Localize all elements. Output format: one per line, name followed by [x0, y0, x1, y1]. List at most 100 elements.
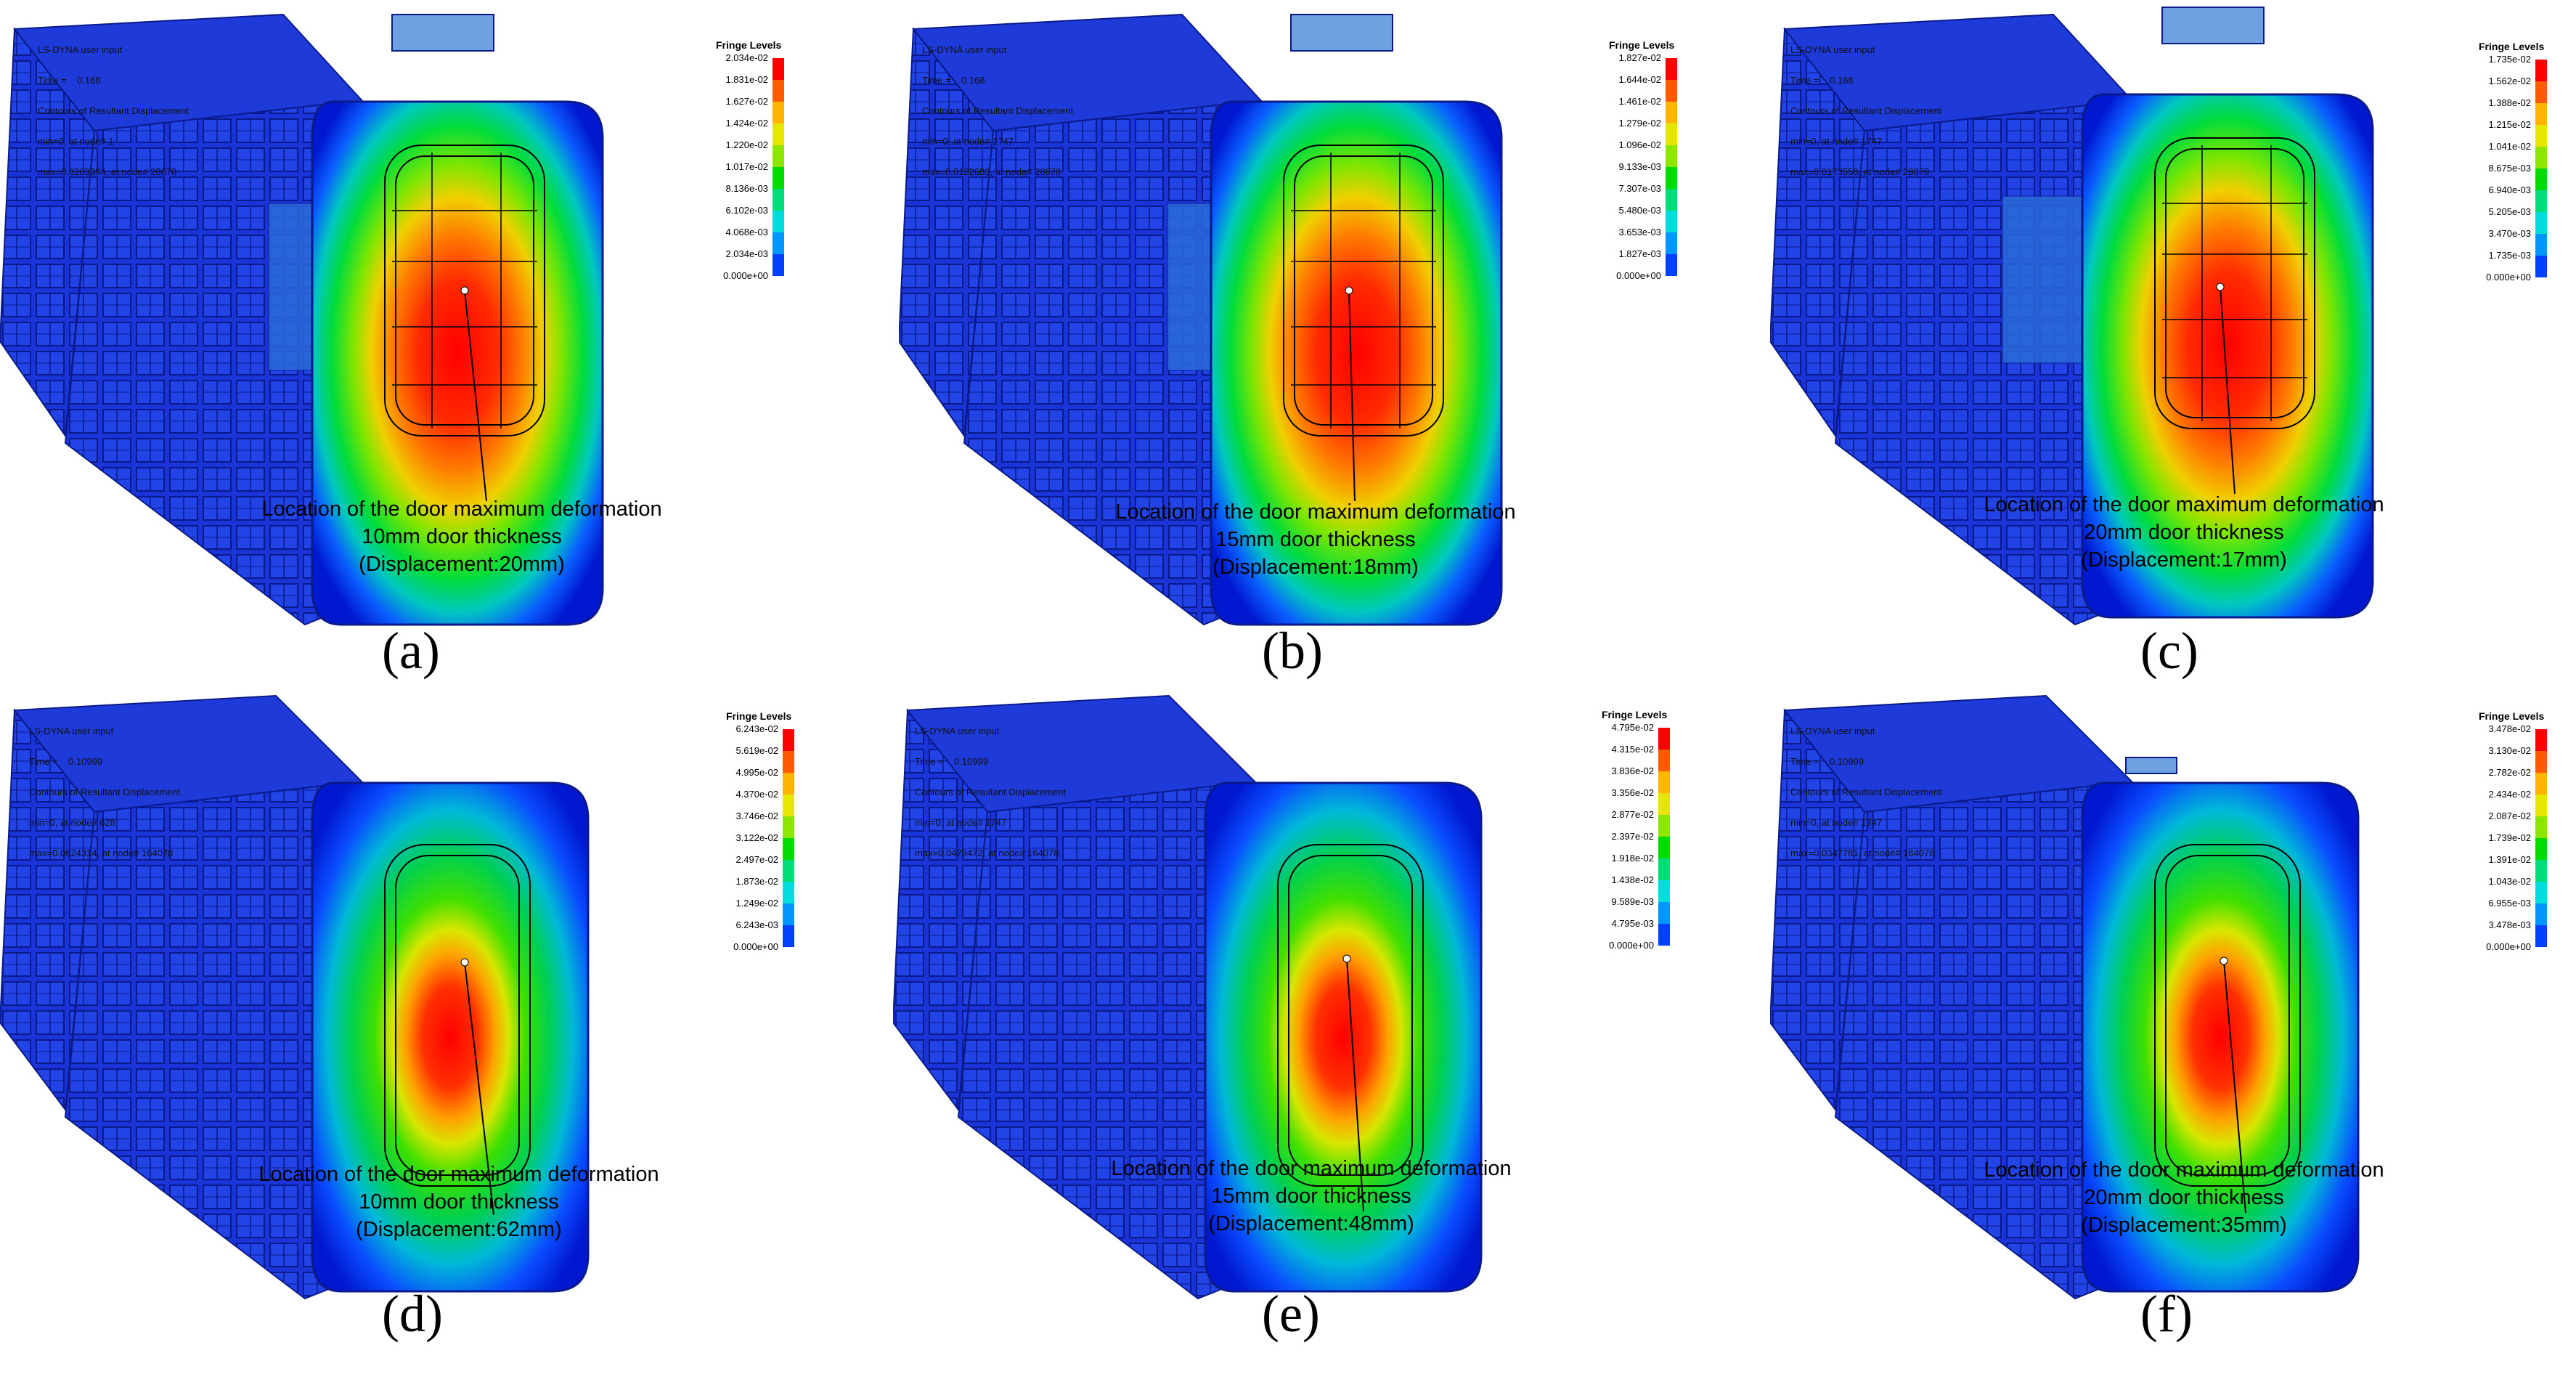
fringe-color-swatch	[1666, 58, 1677, 80]
fringe-value: 9.589e-03	[1611, 896, 1654, 907]
fringe-color-swatch	[1666, 211, 1677, 232]
fringe-color-swatch	[1666, 80, 1677, 102]
fringe-color-swatch	[2535, 925, 2547, 947]
fringe-title: Fringe Levels	[726, 710, 792, 722]
fringe-value: 3.746e-02	[735, 811, 778, 821]
fringe-color-swatch	[2535, 190, 2547, 212]
header-line: Time = 0.168	[922, 75, 985, 86]
fringe-color-swatch	[783, 795, 794, 816]
fringe-list: 6.243e-02 5.619e-02 4.995e-02 4.370e-02 3.74…	[713, 723, 800, 963]
fringe-value: 0.000e+00	[2486, 941, 2531, 952]
panel-d: LS-DYNA user input Time = 0.10999 Contou…	[0, 688, 858, 1377]
fringe-color-swatch	[1658, 793, 1670, 815]
fringe-value: 3.836e-02	[1611, 765, 1654, 776]
header-line: Contours of Resultant Displacement	[915, 787, 1067, 797]
header-line: min=0, at node# 1747	[1790, 817, 1883, 828]
caption-line: (Displacement:48mm)	[1208, 1212, 1414, 1235]
model-header: LS-DYNA user input Time = 0.10999 Contou…	[1790, 706, 1941, 879]
fringe-value: 3.478e-02	[2488, 723, 2531, 734]
fringe-value: 1.041e-02	[2488, 141, 2531, 152]
fringe-color-swatch	[1658, 902, 1670, 924]
header-line: max=0.0347781, at node# 164078	[1790, 848, 1935, 858]
fea-model-render	[0, 13, 604, 626]
fringe-value: 1.279e-02	[1618, 118, 1661, 129]
fringe-color-swatch	[2535, 816, 2547, 838]
caption: Location of the door maximum deformation…	[1923, 1156, 2445, 1239]
header-line: LS-DYNA user input	[1790, 44, 1875, 55]
header-line: LS-DYNA user input	[922, 44, 1007, 55]
fringe-value: 5.205e-03	[2488, 206, 2531, 217]
caption: Location of the door maximum deformation…	[200, 495, 723, 578]
fringe-color-swatch	[773, 145, 784, 167]
fringe-value: 2.397e-02	[1611, 831, 1654, 842]
fringe-color-swatch	[1658, 924, 1670, 946]
fringe-value: 6.955e-03	[2488, 898, 2531, 909]
fringe-value: 1.438e-02	[1611, 874, 1654, 885]
fringe-color-swatch	[2535, 838, 2547, 860]
fringe-color-swatch	[783, 925, 794, 947]
fringe-color-swatch	[1658, 858, 1670, 880]
fea-model-render	[893, 694, 1483, 1300]
model-header: LS-DYNA user input Time = 0.168 Contours…	[1790, 25, 1941, 198]
fringe-value: 1.644e-02	[1618, 74, 1661, 85]
caption-line: Location of the door maximum deformation	[1984, 1158, 2384, 1182]
caption: Location of the door maximum deformation…	[1054, 498, 1577, 581]
caption-line: Location of the door maximum deformation	[1111, 1157, 1512, 1180]
fringe-legend: Fringe Levels 1.827e-02 1.644e-02 1.461e-0…	[1596, 39, 1683, 292]
caption-line: (Displacement:20mm)	[359, 553, 565, 576]
header-line: max=0.0479472, at node# 164078	[915, 848, 1059, 858]
fringe-color-swatch	[783, 860, 794, 882]
header-line: Contours of Resultant Displacement	[1790, 787, 1942, 797]
model-header: LS-DYNA user input Time = 0.168 Contours…	[38, 25, 189, 198]
fringe-value: 3.130e-02	[2488, 745, 2531, 756]
fringe-value: 1.043e-02	[2488, 876, 2531, 887]
caption-line: Location of the door maximum deformation	[258, 1163, 659, 1186]
fringe-color-swatch	[773, 254, 784, 276]
caption-line: 20mm door thickness	[2084, 521, 2284, 544]
panel-label: (a)	[382, 622, 440, 680]
fringe-title: Fringe Levels	[716, 39, 782, 51]
fringe-value: 3.470e-03	[2488, 228, 2531, 239]
caption-line: (Displacement:17mm)	[2081, 548, 2287, 572]
fringe-color-swatch	[2535, 729, 2547, 751]
fringe-list: 3.478e-02 3.130e-02 2.782e-02 2.434e-02 2.08…	[2466, 723, 2553, 963]
header-line: min=0, at node# 1747	[922, 136, 1014, 147]
fringe-color-swatch	[1666, 102, 1677, 123]
fringe-list: 4.795e-02 4.315e-02 3.836e-02 3.356e-02 2.87…	[1589, 722, 1676, 962]
fringe-color-swatch	[1666, 167, 1677, 189]
fea-model-render	[1770, 7, 2374, 626]
fringe-value: 0.000e+00	[2486, 272, 2531, 283]
fringe-color-swatch	[783, 751, 794, 773]
fringe-value: 2.497e-02	[735, 854, 778, 865]
header-line: LS-DYNA user input	[1790, 726, 1875, 736]
fringe-color-swatch	[1666, 232, 1677, 254]
fringe-legend: Fringe Levels 4.795e-02 4.315e-02 3.836e-0…	[1589, 709, 1676, 962]
header-line: max=0.0203394, at node# 28678	[38, 166, 177, 177]
header-line: max=0.0173558, at node# 28678	[1790, 166, 1930, 177]
fringe-list: 1.827e-02 1.644e-02 1.461e-02 1.279e-02 1.09…	[1596, 52, 1683, 292]
panel-e: LS-DYNA user input Time = 0.10999 Contou…	[893, 688, 1751, 1377]
model-header: LS-DYNA user input Time = 0.10999 Contou…	[29, 706, 180, 879]
fringe-color-swatch	[773, 167, 784, 189]
fringe-color-swatch	[1666, 254, 1677, 276]
header-line: max=0.0182683, at node# 28678	[922, 166, 1061, 177]
header-line: min=0, at node# 1747	[1790, 136, 1883, 147]
fringe-legend: Fringe Levels 6.243e-02 5.619e-02 4.995e-0…	[713, 710, 800, 963]
model-header: LS-DYNA user input Time = 0.10999 Contou…	[915, 706, 1066, 879]
caption-line: Location of the door maximum deformation	[1984, 493, 2384, 516]
fringe-value: 2.034e-02	[725, 52, 768, 63]
fringe-value: 1.918e-02	[1611, 853, 1654, 864]
caption: Location of the door maximum deformation…	[1050, 1155, 1573, 1238]
fringe-value: 6.102e-03	[725, 205, 768, 216]
fringe-value: 1.831e-02	[725, 74, 768, 85]
header-line: min=0, at node# 628	[29, 817, 115, 828]
fringe-color-swatch	[2535, 751, 2547, 773]
fringe-value: 4.315e-02	[1611, 744, 1654, 755]
caption-line: (Displacement:18mm)	[1212, 556, 1419, 579]
fea-model-render	[0, 694, 590, 1300]
fringe-value: 1.627e-02	[725, 96, 768, 107]
fringe-value: 4.068e-03	[725, 227, 768, 237]
fringe-color-swatch	[773, 211, 784, 232]
fringe-value: 1.735e-03	[2488, 250, 2531, 261]
fringe-value: 0.000e+00	[723, 270, 768, 281]
